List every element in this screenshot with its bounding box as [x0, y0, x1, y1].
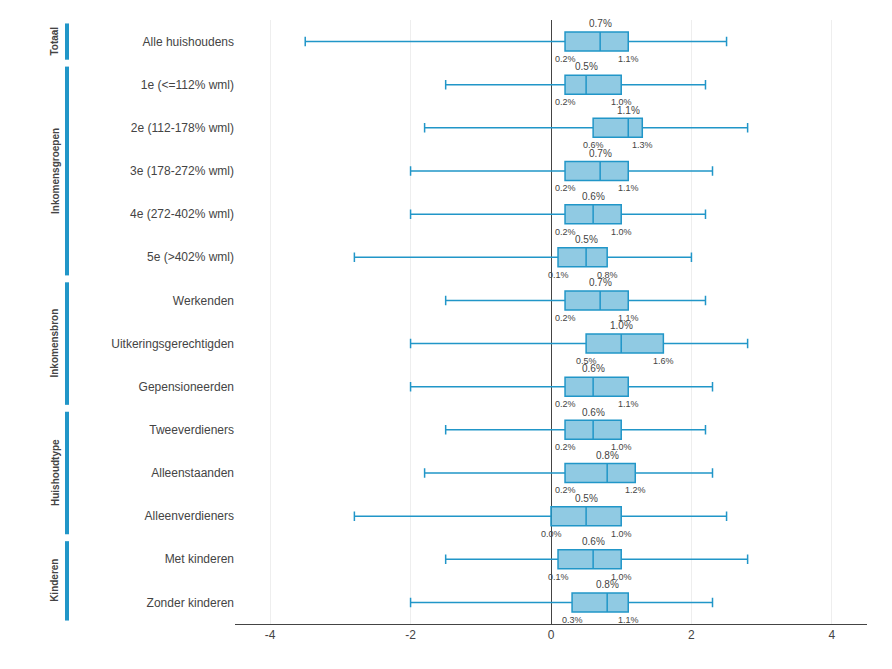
svg-text:Met kinderen: Met kinderen [165, 552, 234, 566]
svg-text:0.2%: 0.2% [555, 442, 576, 452]
svg-text:0.5%: 0.5% [575, 61, 598, 72]
svg-text:-4: -4 [265, 628, 276, 642]
svg-text:0.8%: 0.8% [596, 450, 619, 461]
svg-text:Huishoudtype: Huishoudtype [50, 439, 61, 506]
svg-text:2: 2 [688, 628, 695, 642]
svg-text:0.6%: 0.6% [582, 407, 605, 418]
svg-text:1.1%: 1.1% [618, 54, 639, 64]
svg-text:0.2%: 0.2% [555, 313, 576, 323]
svg-text:1.2%: 1.2% [625, 485, 646, 495]
svg-text:5e (>402% wml): 5e (>402% wml) [147, 250, 234, 264]
svg-text:2e (112-178% wml): 2e (112-178% wml) [131, 121, 234, 135]
svg-text:1.0%: 1.0% [611, 572, 632, 582]
svg-text:1.1%: 1.1% [618, 313, 639, 323]
svg-text:1.1%: 1.1% [618, 615, 639, 625]
svg-text:Uitkeringsgerechtigden: Uitkeringsgerechtigden [111, 337, 234, 351]
svg-text:0.6%: 0.6% [582, 363, 605, 374]
svg-text:1.6%: 1.6% [653, 356, 674, 366]
svg-text:0.0%: 0.0% [541, 529, 562, 539]
svg-text:Alle huishoudens: Alle huishoudens [143, 35, 234, 49]
svg-text:1.1%: 1.1% [618, 183, 639, 193]
svg-text:0.8%: 0.8% [597, 270, 618, 280]
svg-text:Inkomensgroepen: Inkomensgroepen [50, 128, 61, 214]
svg-text:0.2%: 0.2% [555, 183, 576, 193]
svg-text:Tweeverdieners: Tweeverdieners [149, 423, 234, 437]
svg-text:0.2%: 0.2% [555, 97, 576, 107]
svg-text:-2: -2 [405, 628, 416, 642]
svg-text:Zonder kinderen: Zonder kinderen [147, 596, 234, 610]
svg-text:0.2%: 0.2% [555, 227, 576, 237]
svg-text:0.2%: 0.2% [555, 485, 576, 495]
svg-text:Totaal: Totaal [49, 27, 60, 56]
svg-text:0.5%: 0.5% [575, 234, 598, 245]
svg-text:4e (272-402% wml): 4e (272-402% wml) [130, 207, 234, 221]
svg-text:0.3%: 0.3% [562, 615, 583, 625]
svg-text:Werkenden: Werkenden [173, 294, 234, 308]
svg-text:Gepensioneerden: Gepensioneerden [139, 380, 234, 394]
svg-text:0.5%: 0.5% [575, 493, 598, 504]
svg-text:3e (178-272% wml): 3e (178-272% wml) [130, 164, 234, 178]
svg-text:1.0%: 1.0% [611, 442, 632, 452]
svg-text:Kinderen: Kinderen [49, 559, 60, 602]
svg-text:0.6%: 0.6% [582, 536, 605, 547]
svg-text:0.7%: 0.7% [589, 18, 612, 29]
svg-text:0.5%: 0.5% [576, 356, 597, 366]
svg-text:1.0%: 1.0% [611, 97, 632, 107]
svg-text:1.0%: 1.0% [611, 529, 632, 539]
svg-text:0.8%: 0.8% [596, 579, 619, 590]
svg-text:0.6%: 0.6% [583, 140, 604, 150]
svg-text:1.3%: 1.3% [632, 140, 653, 150]
svg-text:1.1%: 1.1% [617, 105, 640, 116]
svg-text:1e (<=112% wml): 1e (<=112% wml) [141, 78, 234, 92]
svg-text:0.7%: 0.7% [589, 148, 612, 159]
svg-text:Alleenstaanden: Alleenstaanden [151, 466, 234, 480]
svg-text:Inkomensbron: Inkomensbron [49, 309, 60, 378]
svg-text:0.6%: 0.6% [582, 191, 605, 202]
svg-text:0.2%: 0.2% [555, 54, 576, 64]
svg-text:Alleenverdieners: Alleenverdieners [145, 509, 234, 523]
svg-text:1.0%: 1.0% [611, 227, 632, 237]
svg-text:0.2%: 0.2% [555, 399, 576, 409]
svg-text:4: 4 [829, 628, 836, 642]
svg-text:0.1%: 0.1% [548, 572, 569, 582]
svg-text:0: 0 [548, 628, 555, 642]
svg-text:0.1%: 0.1% [548, 270, 569, 280]
svg-text:1.0%: 1.0% [610, 320, 633, 331]
svg-text:1.1%: 1.1% [618, 399, 639, 409]
svg-text:0.7%: 0.7% [589, 277, 612, 288]
